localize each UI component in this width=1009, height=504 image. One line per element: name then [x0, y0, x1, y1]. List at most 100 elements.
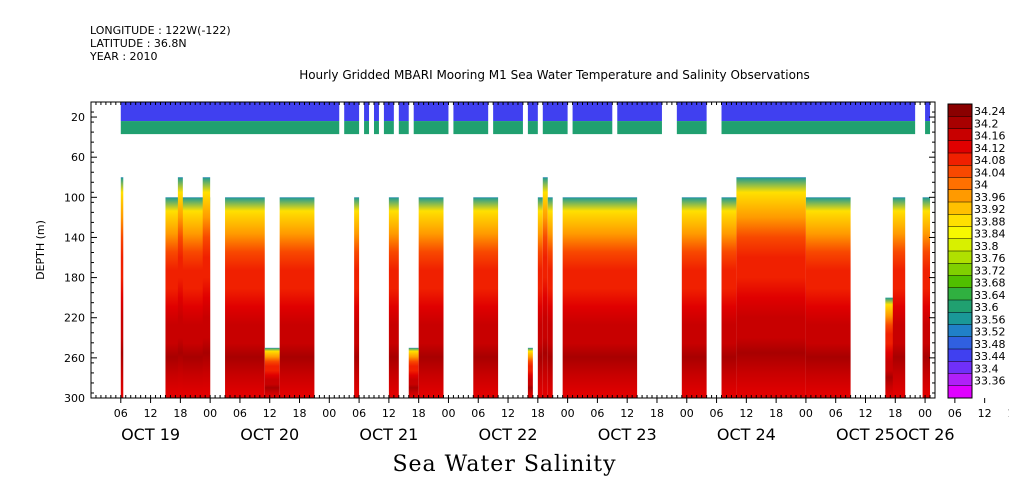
colorbar-label: 33.96	[974, 191, 1006, 204]
surface-cell-upper	[925, 102, 931, 122]
x-tick-label: 00	[799, 407, 813, 420]
y-tick-label: 260	[64, 352, 85, 365]
colorbar-label: 33.64	[974, 289, 1006, 302]
surface-cell-upper	[398, 102, 409, 122]
deep-column	[165, 197, 211, 398]
y-tick-label: 60	[71, 151, 85, 164]
surface-cell-upper	[413, 102, 449, 122]
x-tick-label: 00	[680, 407, 694, 420]
x-tick-label: 18	[531, 407, 545, 420]
deep-column	[892, 197, 906, 398]
y-tick-label: 140	[64, 231, 85, 244]
colorbar-swatch	[948, 153, 972, 166]
surface-cell-upper	[493, 102, 523, 122]
x-tick-label: 00	[918, 407, 932, 420]
deep-column	[264, 347, 280, 398]
surface-cell-upper	[721, 102, 916, 122]
deep-column	[418, 197, 444, 398]
colorbar-swatch	[948, 373, 972, 387]
deep-column	[721, 197, 737, 398]
x-tick-label: 18	[293, 407, 307, 420]
x-tick-label: 18	[769, 407, 783, 420]
x-day-label: OCT 22	[479, 425, 538, 444]
deep-column	[885, 297, 896, 398]
colorbar-swatch	[948, 226, 972, 240]
deep-column	[736, 177, 806, 398]
colorbar-swatch	[948, 349, 972, 362]
surface-cell-lower	[925, 121, 931, 135]
colorbar-swatch	[948, 214, 972, 227]
surface-cell-lower	[364, 121, 370, 135]
colorbar-label: 33.44	[974, 350, 1006, 363]
colorbar-label: 34.12	[974, 142, 1006, 155]
colorbar-swatch	[948, 189, 972, 203]
x-tick-label: 18	[1007, 407, 1009, 420]
surface-cell-lower	[398, 121, 409, 135]
colorbar-label: 34.2	[974, 117, 999, 130]
x-day-label: OCT 24	[717, 425, 776, 444]
surface-cell-upper	[527, 102, 538, 122]
colorbar-label: 34.08	[974, 154, 1006, 167]
y-tick-label: 300	[64, 392, 85, 405]
colorbar-swatch	[948, 140, 972, 154]
deep-column	[542, 177, 548, 398]
colorbar-label: 33.92	[974, 203, 1006, 216]
colorbar-swatch	[948, 336, 972, 350]
deep-column	[547, 197, 553, 398]
x-tick-label: 18	[412, 407, 426, 420]
y-tick-label: 220	[64, 312, 85, 325]
colorbar-swatch	[948, 263, 972, 276]
colorbar-swatch	[948, 202, 972, 215]
colorbar-swatch	[948, 312, 972, 325]
surface-cell-upper	[453, 102, 489, 122]
colorbar-swatch	[948, 128, 972, 142]
plot-area	[120, 102, 931, 398]
x-tick-label: 18	[888, 407, 902, 420]
x-tick-label: 12	[501, 407, 515, 420]
surface-cell-lower	[120, 121, 340, 135]
x-tick-label: 06	[829, 407, 843, 420]
deep-column	[408, 347, 419, 398]
deep-column	[225, 197, 265, 398]
surface-cell-lower	[493, 121, 523, 135]
colorbar-swatch	[948, 300, 972, 313]
x-tick-label: 18	[650, 407, 664, 420]
colorbar-swatch	[948, 238, 972, 252]
x-tick-label: 00	[441, 407, 455, 420]
surface-cell-upper	[676, 102, 707, 122]
surface-cell-lower	[383, 121, 394, 135]
deep-column	[681, 197, 707, 398]
deep-column	[202, 177, 211, 398]
colorbar-swatch	[948, 104, 972, 117]
x-day-label: OCT 26	[896, 425, 955, 444]
x-tick-label: 12	[263, 407, 277, 420]
colorbar-label: 33.72	[974, 264, 1006, 277]
y-tick-label: 100	[64, 191, 85, 204]
colorbar-label: 34.04	[974, 166, 1006, 179]
colorbar-label: 34.16	[974, 130, 1006, 143]
colorbar-swatch	[948, 385, 972, 399]
surface-cell-upper	[344, 102, 360, 122]
deep-column	[354, 197, 360, 398]
colorbar-swatch	[948, 324, 972, 338]
x-tick-label: 18	[173, 407, 187, 420]
deep-column	[537, 197, 543, 398]
surface-cell-upper	[542, 102, 568, 122]
surface-cell-lower	[344, 121, 360, 135]
colorbar-label: 33.48	[974, 338, 1006, 351]
deep-column	[473, 197, 499, 398]
colorbar-label: 34.24	[974, 105, 1006, 118]
chart-title: Hourly Gridded MBARI Mooring M1 Sea Wate…	[299, 68, 810, 82]
surface-cell-lower	[453, 121, 489, 135]
x-tick-label: 12	[382, 407, 396, 420]
colorbar-label: 33.76	[974, 252, 1006, 265]
surface-cell-upper	[617, 102, 662, 122]
deep-column	[527, 347, 533, 398]
x-tick-label: 00	[322, 407, 336, 420]
colorbar-label: 33.6	[974, 301, 999, 314]
surface-cell-lower	[617, 121, 662, 135]
colorbar-swatch	[948, 177, 972, 191]
axes: 20 60 100 140 180 220 260 300 06 12 18 00 06 12 18 00 06…	[64, 101, 1009, 444]
colorbar-label: 33.4	[974, 362, 999, 375]
